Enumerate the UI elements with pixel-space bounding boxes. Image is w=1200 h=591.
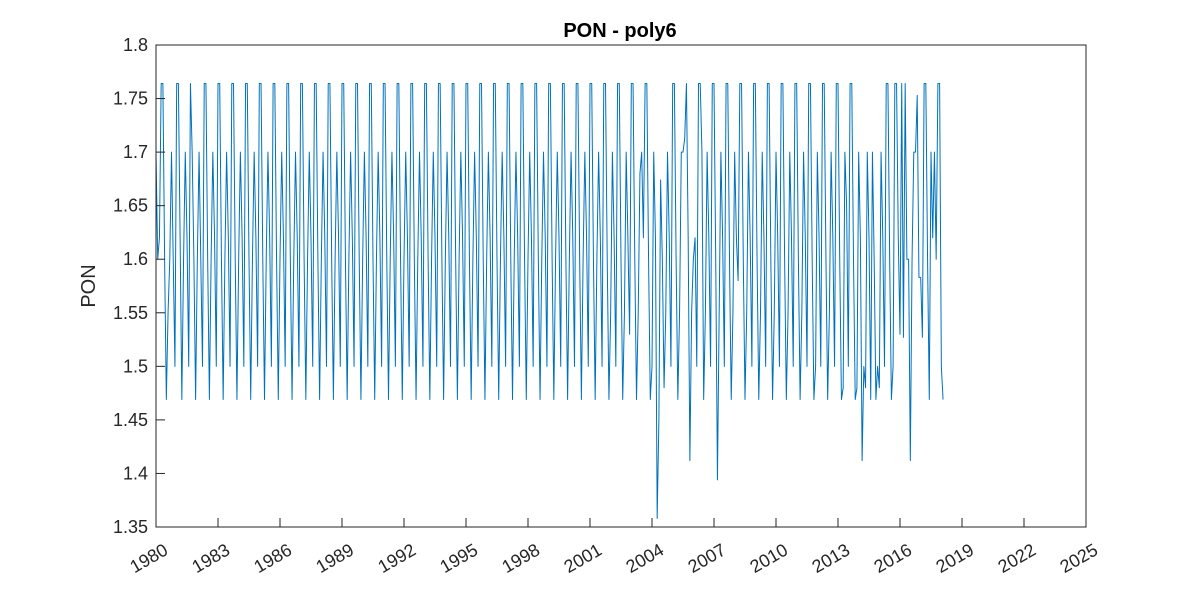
series-line-0 — [155, 83, 944, 519]
x-tick-label: 1989 — [313, 540, 358, 577]
y-tick-label: 1.5 — [123, 356, 148, 376]
y-tick-label: 1.75 — [113, 89, 148, 109]
y-tick-label: 1.6 — [123, 249, 148, 269]
y-tick-label: 1.45 — [113, 410, 148, 430]
x-tick-label: 1992 — [375, 540, 420, 577]
y-axis-label: PON — [78, 264, 100, 307]
x-tick-label: 2016 — [871, 540, 916, 577]
x-tick-label: 1986 — [251, 540, 296, 577]
y-tick-label: 1.4 — [123, 463, 148, 483]
x-tick-label: 2001 — [561, 540, 606, 577]
x-tick-label: 1983 — [189, 540, 234, 577]
y-axis: 1.35 1.4 1.45 1.5 1.55 1.6 1.65 1.7 1.75 1.8 — [113, 35, 165, 537]
x-tick-label: 2007 — [685, 540, 730, 577]
chart-title: PON - poly6 — [563, 20, 676, 42]
x-tick-label: 1998 — [499, 540, 544, 577]
y-tick-label: 1.55 — [113, 303, 148, 323]
y-tick-label: 1.35 — [113, 517, 148, 537]
x-tick-label: 2010 — [747, 540, 792, 577]
x-tick-label: 2004 — [623, 540, 668, 577]
x-tick-label: 1995 — [437, 540, 482, 577]
series-group — [155, 83, 944, 519]
x-tick-label: 2019 — [933, 540, 978, 577]
x-tick-label: 2022 — [995, 540, 1040, 577]
plot-frame — [155, 44, 1087, 528]
x-tick-label: 1980 — [127, 540, 172, 577]
y-tick-label: 1.7 — [123, 142, 148, 162]
x-tick-label: 2025 — [1057, 540, 1102, 577]
x-tick-label: 2013 — [809, 540, 854, 577]
y-tick-label: 1.8 — [123, 35, 148, 55]
y-tick-label: 1.65 — [113, 196, 148, 216]
